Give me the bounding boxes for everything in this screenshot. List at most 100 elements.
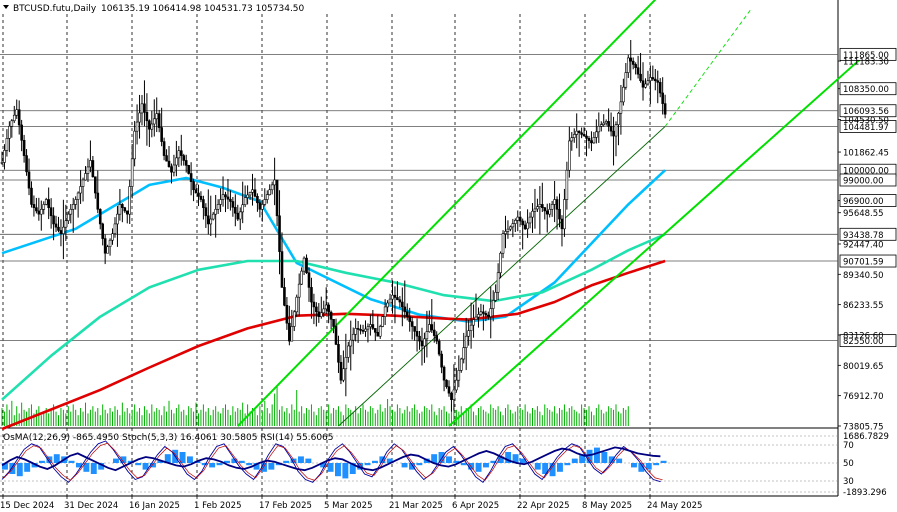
osma-bar	[298, 456, 304, 463]
osma-bar	[157, 460, 164, 463]
candle-body	[290, 326, 294, 342]
candle-body	[649, 77, 652, 82]
osma-bar	[283, 460, 290, 463]
candle-body	[229, 198, 232, 202]
candle-body	[172, 164, 176, 173]
candle-body	[501, 233, 505, 254]
candle-body	[3, 150, 6, 163]
candle-body	[580, 132, 583, 135]
candle-body	[150, 123, 154, 130]
indicator-level-label: 70	[843, 441, 854, 451]
candle-body	[130, 158, 134, 187]
candle-body	[288, 322, 291, 342]
osma-bar	[475, 463, 482, 472]
candle-body	[499, 252, 502, 274]
candle-body	[162, 141, 166, 156]
candle-body	[386, 302, 389, 308]
candle-body	[526, 222, 529, 230]
candle-body	[337, 344, 340, 363]
y-tick-label: 73805.75	[843, 423, 884, 433]
candle-body	[128, 186, 132, 215]
candle-body	[582, 134, 586, 137]
ema-mid-line	[1, 233, 666, 401]
osma-bar	[127, 460, 134, 463]
candle-body	[565, 169, 569, 200]
osma-bar	[564, 463, 571, 466]
y-tick-box	[839, 194, 897, 207]
osma-bar	[164, 454, 171, 463]
candle-body	[91, 160, 95, 178]
candle-body	[25, 155, 28, 173]
candle-body	[57, 226, 60, 231]
candle-body	[624, 72, 628, 88]
osma-bar	[453, 460, 460, 463]
candle-body	[192, 181, 195, 191]
candle-body	[329, 311, 333, 320]
candle-body	[302, 257, 306, 272]
candle-body	[541, 204, 544, 208]
candle-body	[351, 333, 355, 341]
candle-body	[408, 316, 411, 322]
candle-body	[332, 318, 335, 327]
candle-body	[236, 212, 240, 220]
candle-body	[484, 313, 488, 316]
candle-body	[76, 192, 80, 200]
candle-body	[62, 226, 65, 234]
osma-bar	[349, 463, 356, 474]
osma-bar	[290, 458, 297, 463]
candle-body	[560, 218, 564, 230]
candle-body	[469, 324, 473, 331]
candle-body	[133, 130, 136, 160]
y-tick-label: 95648.55	[843, 209, 884, 219]
candle-body	[278, 215, 281, 252]
candle-body	[317, 311, 321, 317]
level-label: 104481.97	[843, 123, 889, 133]
candle-body	[420, 340, 424, 347]
osma-bar	[586, 449, 593, 463]
candle-body	[430, 324, 434, 331]
level-label: 111865.00	[843, 51, 889, 61]
candle-body	[661, 92, 664, 104]
candle-body	[187, 165, 190, 174]
candle-body	[617, 112, 620, 125]
candle-body	[376, 332, 380, 337]
collapse-triangle-icon[interactable]	[3, 5, 9, 9]
candle-body	[388, 298, 392, 304]
candle-body	[143, 103, 146, 113]
candle-body	[381, 316, 384, 327]
candle-body	[251, 189, 254, 193]
osma-bar	[490, 460, 497, 463]
candle-body	[631, 60, 635, 65]
x-tick-label: 24 May 2025	[647, 501, 702, 511]
candle-body	[86, 166, 90, 174]
candle-body	[145, 111, 149, 122]
osma-bar	[98, 463, 105, 470]
osma-bar	[542, 463, 549, 474]
candle-body	[563, 199, 566, 230]
candle-body	[30, 187, 33, 205]
osma-bar	[497, 456, 504, 463]
candle-body	[511, 223, 515, 228]
candle-body	[602, 122, 606, 125]
candle-body	[270, 184, 274, 191]
level-label: 106093.56	[843, 107, 889, 117]
candle-body	[489, 308, 493, 317]
candle-body	[307, 272, 311, 288]
candle-body	[261, 204, 264, 210]
candle-body	[160, 127, 163, 142]
candle-body	[106, 246, 109, 254]
x-tick-label: 15 Dec 2024	[0, 501, 54, 511]
candle-body	[366, 326, 370, 330]
osma-bar	[335, 463, 341, 477]
candle-body	[663, 103, 667, 115]
level-label: 100000.00	[843, 167, 889, 177]
candle-body	[234, 207, 237, 214]
candle-body	[207, 215, 210, 225]
y-tick-label: 92447.40	[843, 240, 884, 250]
candle-body	[79, 186, 82, 194]
candle-body	[410, 321, 414, 327]
candle-body	[359, 329, 362, 331]
candle-body	[550, 204, 554, 210]
candle-body	[472, 319, 475, 326]
